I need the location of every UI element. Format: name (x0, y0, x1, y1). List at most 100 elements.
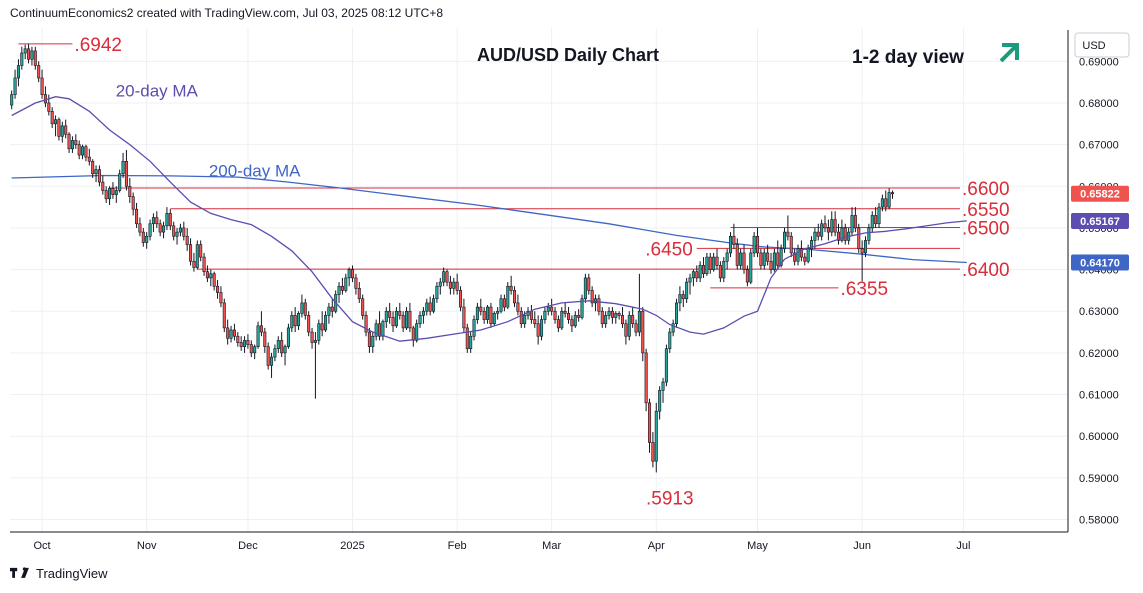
x-tick-label: Mar (542, 540, 561, 552)
candle-body (310, 331, 314, 343)
candle-body (317, 323, 321, 341)
candle-body (337, 285, 341, 295)
chart-title: AUD/USD Daily Chart (477, 45, 659, 65)
ma200-line (11, 174, 967, 264)
candle-body (742, 252, 746, 270)
candle-body (74, 140, 78, 145)
candle-body (131, 196, 135, 210)
ma20-layer (11, 96, 967, 342)
candle-body (502, 298, 506, 308)
candle-body (853, 215, 857, 229)
candle-body (597, 298, 601, 312)
candle-body (374, 323, 378, 337)
candle-body (567, 313, 571, 320)
candle-body (313, 340, 317, 343)
candle-body (691, 271, 695, 279)
candle-body (364, 315, 368, 333)
y-tick-label: 0.67000 (1079, 140, 1119, 152)
candle-body (729, 235, 733, 254)
candle-body (887, 192, 891, 208)
candle-body (101, 181, 105, 191)
y-tick-label: 0.59000 (1079, 473, 1119, 485)
candle-body (266, 346, 270, 366)
candle-body (890, 192, 895, 195)
candle-body (826, 227, 830, 233)
candle-body (529, 310, 533, 320)
candle-body (573, 315, 577, 327)
candle-body (546, 306, 550, 312)
candle-body (104, 190, 108, 200)
currency-box[interactable] (1074, 32, 1130, 58)
candle-body (745, 269, 749, 283)
candle-body (820, 223, 824, 237)
candle-body (681, 294, 685, 300)
candle-body (631, 315, 635, 325)
candle-body (77, 144, 81, 156)
x-tick-label: May (747, 540, 768, 552)
candle-body (867, 227, 871, 241)
candle-body (772, 252, 776, 270)
candle-body (833, 219, 837, 233)
y-tick-label: 0.69000 (1079, 56, 1119, 68)
candle-body (178, 227, 182, 233)
candle-body (472, 319, 476, 337)
level-label: .6600 (962, 179, 1010, 200)
candle-body (209, 273, 213, 279)
candle-body (479, 306, 483, 312)
candle-body (300, 302, 304, 314)
candle-body (54, 119, 58, 125)
candle-body (519, 310, 523, 325)
low-label: .5913 (646, 488, 694, 509)
candle-body (553, 310, 557, 320)
candle-body (702, 265, 706, 275)
level-label: .6500 (962, 219, 1010, 240)
candle-body (506, 285, 510, 308)
candle-body (64, 125, 68, 135)
candle-body (445, 271, 449, 283)
candle-body (91, 160, 95, 175)
candle-body (475, 306, 479, 320)
candle-body (796, 248, 800, 262)
candle-body (688, 277, 692, 283)
candle-body (600, 310, 604, 325)
candle-body (678, 294, 682, 304)
candle-body (57, 119, 61, 137)
candle-body (148, 223, 152, 237)
candle-body (442, 271, 446, 283)
candle-body (789, 235, 793, 254)
candle-body (722, 260, 726, 279)
candle-body (803, 256, 807, 262)
candle-body (324, 315, 328, 331)
candle-body (189, 244, 193, 262)
candle-body (857, 227, 861, 250)
candle-body (499, 298, 503, 312)
candle-body (391, 317, 395, 327)
candle-body (13, 77, 17, 95)
candle-body (162, 225, 166, 233)
candle-body (607, 310, 611, 316)
candle-body (243, 340, 247, 347)
candle-body (283, 346, 287, 354)
candle-body (232, 329, 236, 337)
candle-body (340, 285, 344, 291)
candle-body (749, 252, 753, 283)
candle-body (610, 310, 614, 318)
candle-body (671, 323, 675, 333)
candle-body (138, 223, 142, 233)
candle-body (418, 315, 422, 325)
candle-body (246, 340, 250, 345)
candle-body (874, 215, 878, 225)
candle-body (398, 310, 402, 316)
candle-body (644, 352, 648, 404)
candle-body (637, 310, 641, 333)
candle-body (47, 102, 51, 112)
candle-body (661, 381, 665, 391)
candle-body (394, 310, 398, 327)
candle-body (401, 315, 405, 329)
candle-body (202, 256, 206, 272)
level-label: .6355 (841, 279, 889, 300)
currency-label: USD (1082, 40, 1105, 52)
candle-body (10, 94, 14, 106)
candle-body (823, 223, 827, 229)
